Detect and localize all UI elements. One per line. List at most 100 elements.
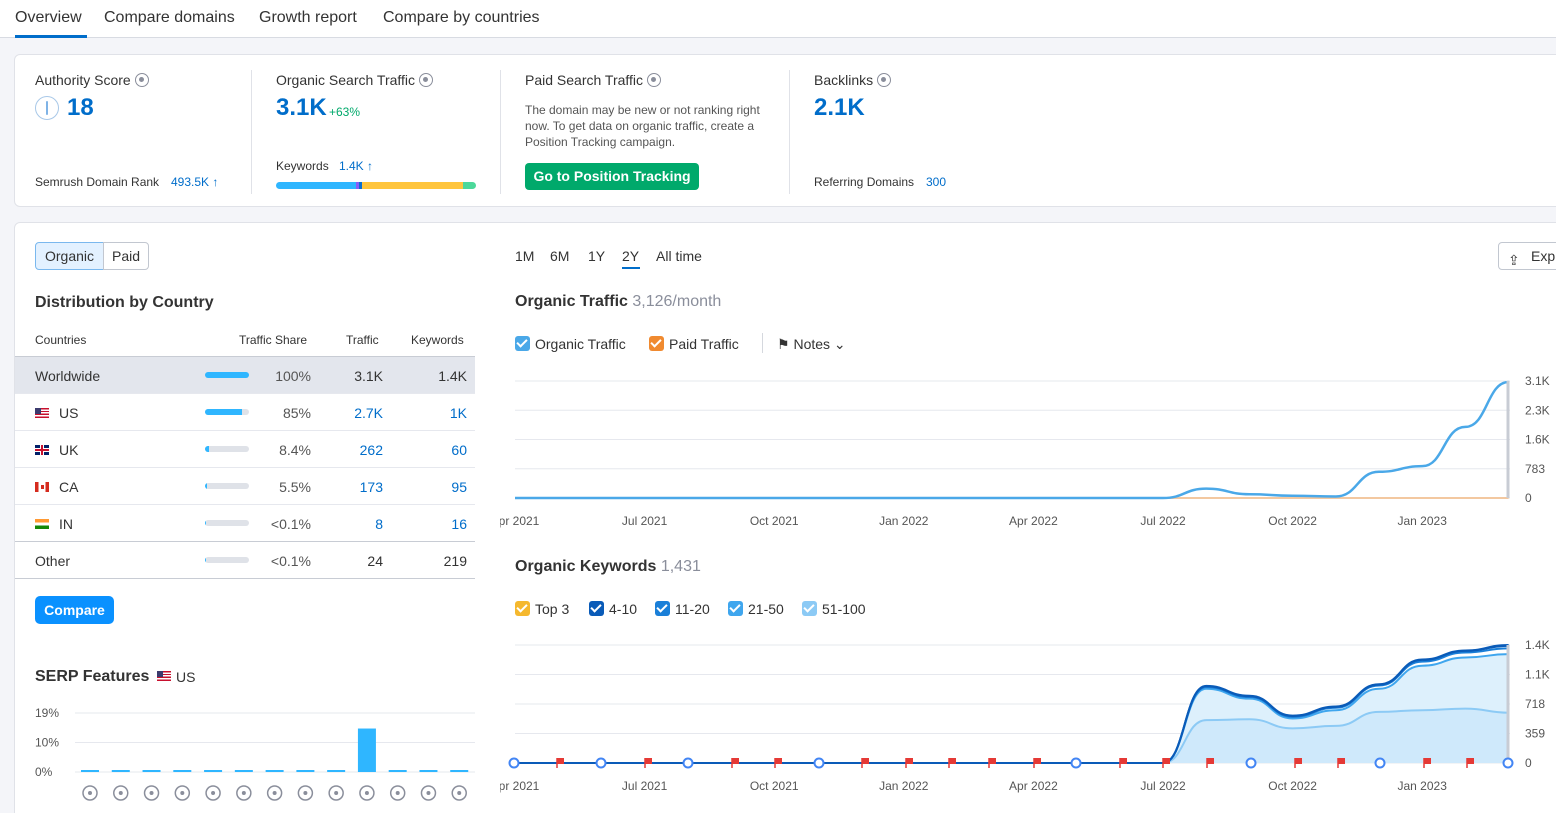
chevron-down-icon: ⌄ — [833, 336, 846, 352]
authority-gauge-icon — [35, 96, 59, 120]
country-row[interactable]: Worldwide 100% 3.1K 1.4K — [15, 357, 475, 394]
divider — [251, 70, 252, 194]
traffic-value[interactable]: 8 — [375, 516, 383, 532]
legend-checkbox[interactable] — [655, 601, 670, 616]
compare-button[interactable]: Compare — [35, 596, 114, 624]
range-2y[interactable]: 2Y — [622, 248, 640, 264]
traffic-share-value: 100% — [275, 368, 311, 384]
keywords-value[interactable]: 16 — [451, 516, 467, 532]
in-flag-icon — [35, 519, 49, 529]
keywords-value: 1.4K — [438, 368, 467, 384]
range-1y[interactable]: 1Y — [588, 248, 606, 264]
country-row[interactable]: UK 8.4% 262 60 — [15, 431, 475, 468]
referring-domains-value[interactable]: 300 — [926, 175, 947, 189]
tab-growth-report[interactable]: Growth report — [259, 9, 357, 26]
ca-flag-icon — [35, 482, 49, 492]
active-tab-indicator — [15, 35, 87, 38]
paid-traffic-checkbox[interactable] — [649, 336, 664, 351]
google-update-icon — [508, 757, 520, 769]
traffic-value[interactable]: 2.7K — [354, 405, 383, 421]
go-to-position-tracking-button[interactable]: Go to Position Tracking — [525, 163, 699, 190]
traffic-value: 3.1K — [354, 368, 383, 384]
organic-traffic-chart: 3.1K 2.3K 1.6K 783 0 Apr 2021 Jul 2021 Oct 2021… — [500, 374, 1550, 528]
keywords-line-Top 3 — [515, 644, 1509, 764]
column-countries: Countries — [35, 333, 87, 347]
paid-toggle[interactable]: Paid — [103, 242, 149, 270]
traffic-share-value: 8.4% — [279, 442, 311, 458]
google-update-icon — [1502, 757, 1514, 769]
note-flag-icon — [948, 758, 956, 768]
y-tick-label: 0% — [35, 765, 53, 779]
note-flag-icon — [1294, 758, 1302, 768]
country-row[interactable]: IN <0.1% 8 16 — [15, 505, 475, 542]
x-tick-label: Jan 2022 — [879, 779, 929, 793]
note-flag-icon — [861, 758, 869, 768]
tab-overview[interactable]: Overview — [15, 9, 82, 26]
column-traffic[interactable]: Traffic — [346, 333, 379, 347]
backlinks-value[interactable]: 2.1K — [814, 94, 865, 121]
y-tick-label: 0 — [1525, 756, 1532, 770]
organic-toggle[interactable]: Organic — [35, 242, 104, 270]
x-tick-label: Oct 2022 — [1268, 779, 1317, 793]
note-flag-icon — [1423, 758, 1431, 768]
divider — [500, 70, 501, 194]
serp-bar — [296, 770, 315, 772]
note-flag-icon — [774, 758, 782, 768]
organic-traffic-checkbox[interactable] — [515, 336, 530, 351]
y-tick-label: 10% — [35, 736, 59, 750]
keywords-value[interactable]: 60 — [451, 442, 467, 458]
graduation-cap-icon — [82, 785, 98, 801]
traffic-share-bar — [205, 520, 249, 526]
note-flag-icon — [1466, 758, 1474, 768]
keywords-value[interactable]: 1.4K ↑ — [339, 159, 374, 173]
domain-rank-value[interactable]: 493.5K ↑ — [171, 175, 219, 189]
google-update-icon — [813, 757, 825, 769]
info-icon[interactable] — [419, 73, 434, 87]
country-row[interactable]: CA 5.5% 173 95 — [15, 468, 475, 505]
export-button[interactable]: ⇪ Exp — [1498, 242, 1556, 270]
x-tick-label: Jan 2023 — [1398, 514, 1448, 528]
info-icon[interactable] — [134, 73, 149, 87]
country-row[interactable]: Other <0.1% 24 219 — [15, 542, 475, 579]
info-icon[interactable] — [647, 73, 662, 87]
note-flag-icon — [1337, 758, 1345, 768]
traffic-share-bar — [205, 372, 249, 378]
tab-compare-domains[interactable]: Compare domains — [104, 9, 235, 26]
y-tick-label: 1.4K — [1525, 638, 1550, 652]
info-icon[interactable] — [877, 73, 892, 87]
upload-icon: ⇪ — [1508, 252, 1520, 268]
traffic-value[interactable]: 173 — [359, 479, 383, 495]
legend-checkbox[interactable] — [589, 601, 604, 616]
range-6m[interactable]: 6M — [550, 248, 570, 264]
country-row[interactable]: US 85% 2.7K 1K — [15, 394, 475, 431]
question-icon — [451, 785, 467, 801]
image-icon — [174, 785, 191, 801]
google-update-icon — [1374, 757, 1386, 769]
range-1m[interactable]: 1M — [515, 248, 535, 264]
organic-traffic-value[interactable]: 3.1K — [276, 94, 327, 121]
keywords-value[interactable]: 1K — [449, 405, 467, 421]
column-keywords[interactable]: Keywords — [411, 333, 464, 347]
country-name: IN — [59, 516, 73, 532]
serp-country: US — [176, 669, 196, 685]
legend-checkbox[interactable] — [802, 601, 817, 616]
backlinks-title: Backlinks — [814, 72, 892, 88]
x-tick-label: Apr 2021 — [500, 779, 540, 793]
distribution-title: Distribution by Country — [35, 294, 214, 311]
note-flag-icon — [1206, 758, 1214, 768]
top-tabs: Overview Compare domains Growth report C… — [0, 0, 1556, 38]
google-update-icon — [682, 757, 694, 769]
range-all-time[interactable]: All time — [656, 248, 702, 264]
legend-checkbox[interactable] — [515, 601, 530, 616]
x-tick-label: Apr 2021 — [500, 514, 540, 528]
note-flag-icon — [556, 758, 564, 768]
authority-score-title: Authority Score — [35, 72, 149, 88]
tab-compare-by-countries[interactable]: Compare by countries — [383, 9, 540, 26]
legend-checkbox[interactable] — [728, 601, 743, 616]
keywords-value[interactable]: 95 — [451, 479, 467, 495]
traffic-value[interactable]: 262 — [359, 442, 383, 458]
notes-dropdown[interactable]: ⚑ Notes ⌄ — [777, 336, 846, 352]
serp-bar — [419, 770, 438, 772]
location-pin-icon — [113, 785, 129, 801]
column-traffic-share[interactable]: Traffic Share — [239, 333, 308, 347]
